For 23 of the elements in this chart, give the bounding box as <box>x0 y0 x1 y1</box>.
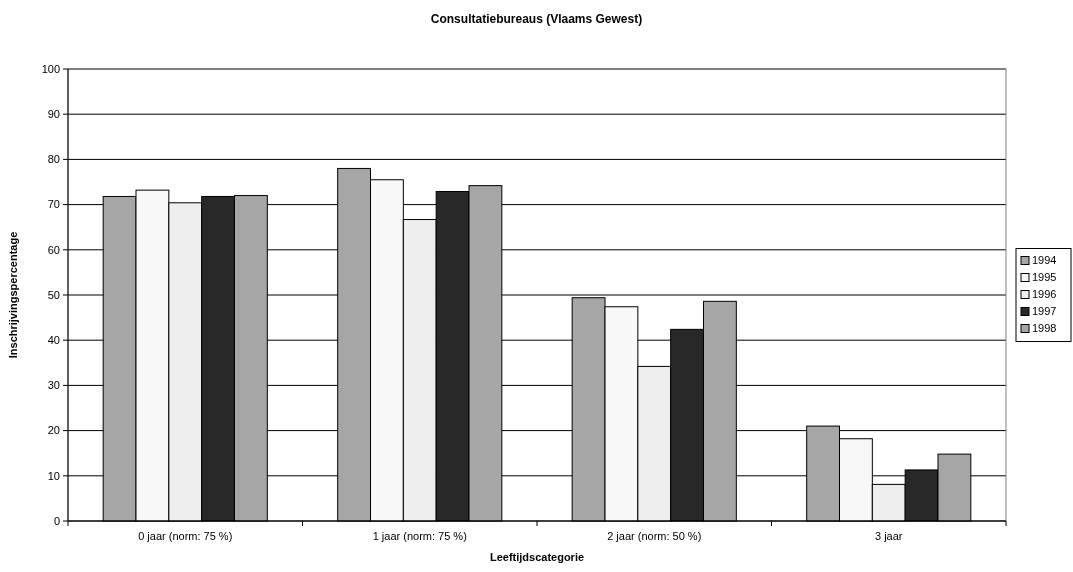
y-tick-label: 20 <box>47 424 60 437</box>
y-tick-label: 40 <box>47 334 60 347</box>
x-tick-label: 3 jaar <box>874 530 903 542</box>
y-tick-label: 30 <box>47 379 60 392</box>
legend-label: 1996 <box>1032 288 1057 301</box>
x-tick-label: 1 jaar (norm: 75 %) <box>372 530 467 542</box>
legend-label: 1997 <box>1032 305 1057 318</box>
y-tick-label: 0 <box>53 514 60 527</box>
y-tick-label: 70 <box>47 198 60 211</box>
legend-label: 1995 <box>1032 271 1057 284</box>
x-tick-label: 0 jaar (norm: 75 %) <box>138 530 233 542</box>
legend-label: 1998 <box>1032 322 1057 335</box>
chart-title: Consultatiebureaus (Vlaams Gewest) <box>430 12 643 26</box>
y-tick-label: 60 <box>47 243 60 256</box>
legend-label: 1994 <box>1032 254 1057 267</box>
y-tick-label: 80 <box>47 153 60 166</box>
y-tick-label: 50 <box>47 288 60 301</box>
y-tick-label: 90 <box>47 108 60 121</box>
x-tick-label: 2 jaar (norm: 50 %) <box>607 530 702 542</box>
y-tick-label: 10 <box>47 469 60 482</box>
x-axis-title: Leeftijdscategorie <box>489 551 585 563</box>
y-axis-title: Inschrijvingspercentage <box>7 231 19 359</box>
y-tick-label: 100 <box>41 62 60 75</box>
